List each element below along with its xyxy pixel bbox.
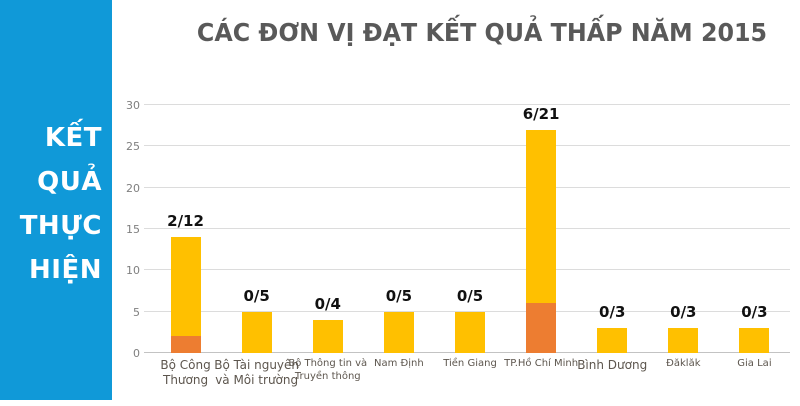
bar-value-label: 0/3 <box>599 303 626 322</box>
y-axis-tick-label: 25 <box>126 140 140 154</box>
gridline <box>144 310 790 312</box>
category-label: Bộ Công Thương <box>160 358 211 387</box>
gridline <box>144 269 790 271</box>
bar-segment <box>526 129 557 304</box>
y-axis-tick-label: 30 <box>126 99 140 112</box>
bar-value-label: 0/5 <box>385 286 413 305</box>
bar-segment <box>241 311 272 353</box>
gridline <box>144 104 790 105</box>
sidebar-title-line: HIỆN <box>29 255 102 285</box>
category-label: Tiền Giang <box>443 358 497 369</box>
sidebar-title: KẾT QUẢ THỰC HIỆN <box>6 116 102 292</box>
y-axis-tick-label: 20 <box>126 181 140 195</box>
sidebar-title-line: THỰC <box>19 211 102 241</box>
bar-segment <box>170 336 201 353</box>
category-label: Nam Định <box>374 358 424 369</box>
gridline <box>144 186 790 188</box>
y-axis-tick-label: 10 <box>126 264 140 278</box>
plot-area: 0 5 10 15 20 25 30 2/12 Bộ Công Thương 0/5 Bộ Tài … <box>126 99 790 387</box>
sidebar: KẾT QUẢ THỰC HIỆN <box>0 0 112 400</box>
bar-value-label: 6/21 <box>522 104 560 123</box>
category-label: Bình Dương <box>577 358 648 372</box>
bar-segment <box>597 328 628 353</box>
bar-value-label: 0/3 <box>741 303 768 322</box>
category-label: TP.Hồ Chí Minh <box>504 358 579 369</box>
gridline <box>144 145 790 147</box>
category-label: Đăklăk <box>666 358 701 369</box>
chart-title: CÁC ĐƠN VỊ ĐẠT KẾT QUẢ THẤP NĂM 2015 <box>196 18 768 47</box>
category-label: Bộ Tài nguyên và Môi trường <box>214 358 300 387</box>
bar-value-label: 0/5 <box>243 286 270 305</box>
bar-value-label: 0/3 <box>670 303 697 322</box>
bar-segment <box>526 303 557 353</box>
bar-segment <box>739 328 770 353</box>
bar-value-label: 0/4 <box>314 294 341 313</box>
sidebar-title-line: KẾT <box>44 123 102 153</box>
sidebar-title-line: QUẢ <box>37 167 102 197</box>
bar-value-label: 2/12 <box>167 212 204 231</box>
y-axis-tick-label: 15 <box>126 223 140 236</box>
bar-segment <box>455 311 485 353</box>
category-label: Bộ Thông tin và Truyền thông <box>288 358 368 382</box>
y-axis-tick-label: 5 <box>133 305 140 319</box>
bar-value-label: 0/5 <box>456 286 484 305</box>
category-label: Gia Lai <box>737 358 772 369</box>
bar-segment <box>312 319 343 353</box>
bar-segment <box>668 328 699 353</box>
bar-segment <box>383 311 414 353</box>
bar-segment <box>170 237 201 337</box>
gridline <box>144 228 790 229</box>
y-axis-tick-label: 0 <box>133 347 140 360</box>
